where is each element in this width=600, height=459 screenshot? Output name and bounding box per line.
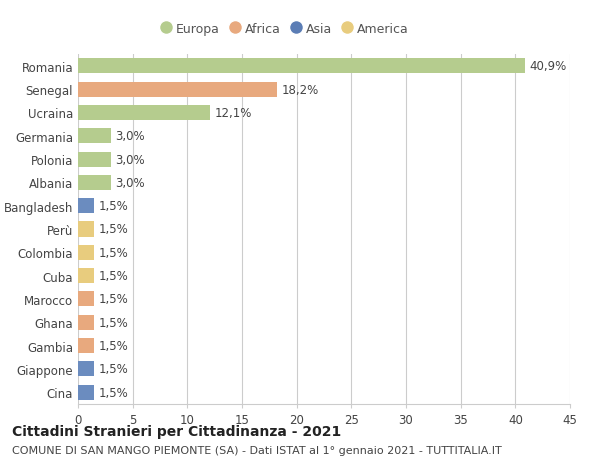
Bar	[78, 315, 94, 330]
Bar	[78, 292, 94, 307]
Bar	[78, 83, 277, 97]
Text: 1,5%: 1,5%	[99, 386, 128, 399]
Text: 1,5%: 1,5%	[99, 339, 128, 352]
Text: 1,5%: 1,5%	[99, 200, 128, 213]
Text: 1,5%: 1,5%	[99, 269, 128, 282]
Bar	[78, 199, 94, 214]
Text: 40,9%: 40,9%	[530, 60, 567, 73]
Bar	[78, 338, 94, 353]
Bar	[78, 269, 94, 284]
Text: Cittadini Stranieri per Cittadinanza - 2021: Cittadini Stranieri per Cittadinanza - 2…	[12, 425, 341, 438]
Legend: Europa, Africa, Asia, America: Europa, Africa, Asia, America	[157, 19, 412, 40]
Bar	[78, 175, 111, 190]
Bar	[78, 385, 94, 400]
Bar	[78, 59, 525, 74]
Bar	[78, 152, 111, 167]
Bar	[78, 245, 94, 260]
Bar	[78, 222, 94, 237]
Text: 3,0%: 3,0%	[115, 153, 145, 166]
Text: 1,5%: 1,5%	[99, 246, 128, 259]
Text: 1,5%: 1,5%	[99, 363, 128, 375]
Bar	[78, 106, 210, 121]
Text: 18,2%: 18,2%	[281, 84, 319, 96]
Bar	[78, 129, 111, 144]
Text: 12,1%: 12,1%	[215, 107, 252, 120]
Text: 1,5%: 1,5%	[99, 293, 128, 306]
Text: 1,5%: 1,5%	[99, 316, 128, 329]
Text: 1,5%: 1,5%	[99, 223, 128, 236]
Text: 3,0%: 3,0%	[115, 177, 145, 190]
Text: COMUNE DI SAN MANGO PIEMONTE (SA) - Dati ISTAT al 1° gennaio 2021 - TUTTITALIA.I: COMUNE DI SAN MANGO PIEMONTE (SA) - Dati…	[12, 445, 502, 455]
Text: 3,0%: 3,0%	[115, 130, 145, 143]
Bar	[78, 362, 94, 376]
